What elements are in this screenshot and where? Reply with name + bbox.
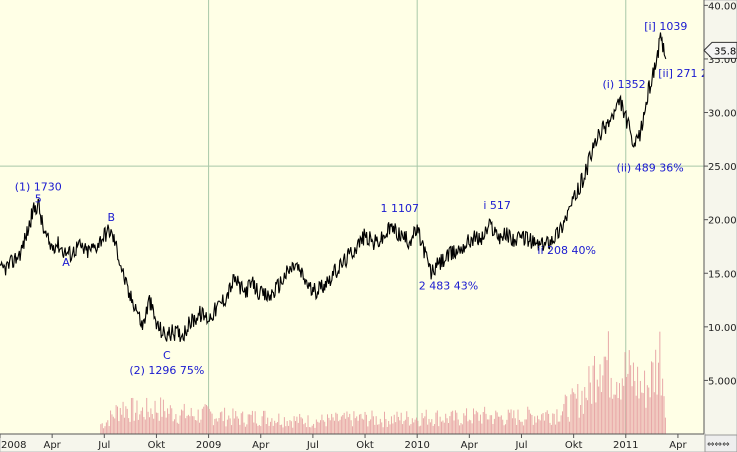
- wave-label: A: [62, 256, 70, 269]
- y-tick-label: 20.00: [708, 216, 737, 227]
- y-axis-panel: [703, 0, 737, 436]
- wave-label: i 517: [483, 199, 511, 212]
- x-tick-label: Apr: [669, 440, 687, 451]
- volume-bars: [100, 331, 666, 434]
- x-tick-label: 2011: [613, 440, 638, 451]
- x-tick-label: Jul: [306, 440, 319, 451]
- y-tick-label: 35.00: [708, 55, 737, 66]
- scroll-controls[interactable]: ⇔⇔⇔: [704, 434, 737, 452]
- price-series: [0, 32, 667, 343]
- x-axis: 2008 Apr Jul Okt 2009 Apr Jul Okt 2010 Apr Jul Okt 2…: [0, 433, 706, 452]
- wave-label: 2 483 43%: [419, 279, 478, 292]
- x-tick-label: Apr: [252, 440, 270, 451]
- wave-label: (ii) 489 36%: [617, 161, 684, 174]
- x-tick-label: 2009: [196, 440, 221, 451]
- scroll-control-box[interactable]: [704, 434, 737, 452]
- wave-label: C: [163, 349, 171, 362]
- wave-label: [i] 1039: [644, 20, 687, 33]
- wave-label: (2) 1296 75%: [129, 364, 204, 377]
- last-price-label: 35.8: [714, 46, 736, 57]
- scroll-arrows-icon[interactable]: ⇔⇔⇔: [707, 440, 730, 450]
- plot-background: [0, 0, 704, 434]
- x-tick-label: Jul: [514, 440, 527, 451]
- y-tick-label: 40.00: [708, 1, 737, 12]
- price-line: [0, 32, 667, 343]
- x-tick-label: Apr: [461, 440, 479, 451]
- y-tick-label: 5.000: [708, 376, 737, 387]
- last-price-tag: 35.8: [703, 41, 737, 59]
- x-tick-label: Jul: [97, 440, 110, 451]
- x-tick-label: Apr: [43, 440, 61, 451]
- last-price-tag-shape: [703, 41, 737, 59]
- y-tick-label: 25.00: [708, 162, 737, 173]
- y-tick-label: 10.00: [708, 323, 737, 334]
- x-tick-label: 2008: [1, 440, 26, 451]
- wave-label: ii 208 40%: [537, 244, 596, 257]
- y-tick-label: 15.00: [708, 269, 737, 280]
- wave-label: 5: [35, 193, 42, 206]
- x-tick-label: Okt: [565, 440, 583, 451]
- y-tick-label: 30.00: [708, 109, 737, 120]
- wave-label: 1 1107: [381, 202, 420, 215]
- x-tick-label: Okt: [148, 440, 166, 451]
- x-tick-label: Okt: [356, 440, 374, 451]
- y-axis: 5.000 10.00 15.00 20.00 25.00 30.00 35.00 40.00: [703, 0, 737, 436]
- wave-label: (1) 1730: [15, 181, 62, 194]
- wave-label: B: [107, 211, 115, 224]
- x-tick-label: 2010: [404, 440, 429, 451]
- wave-label: (i) 1352: [602, 78, 645, 91]
